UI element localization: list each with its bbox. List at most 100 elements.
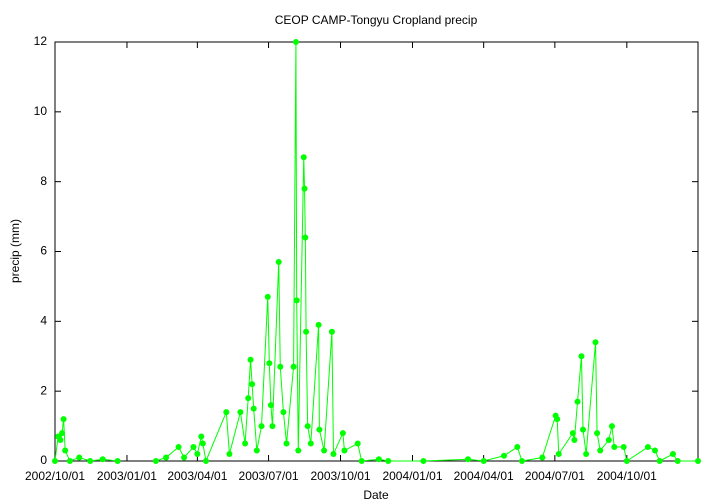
precip-point <box>303 328 310 335</box>
precip-point <box>307 440 314 447</box>
y-tick-label: 0 <box>40 453 47 467</box>
chart-title: CEOP CAMP-Tongyu Cropland precip <box>275 13 478 27</box>
y-tick-label: 10 <box>34 104 48 118</box>
precip-point <box>420 458 427 464</box>
x-axis-label: Date <box>363 488 389 502</box>
precip-point <box>190 444 197 451</box>
precip-point <box>247 356 254 363</box>
precip-point <box>597 447 604 454</box>
precip-point <box>223 409 230 416</box>
x-tick-label: 2003/04/01 <box>167 469 227 483</box>
precip-point <box>375 456 382 463</box>
precip-point <box>99 456 106 463</box>
precip-point <box>465 456 472 463</box>
y-tick-label: 12 <box>34 34 48 48</box>
precip-point <box>301 185 308 192</box>
x-tick-label: 2004/01/01 <box>382 469 442 483</box>
precip-point <box>328 328 335 335</box>
precip-point <box>52 458 58 464</box>
precip-point <box>569 430 576 437</box>
x-tick-label: 2004/04/01 <box>454 469 514 483</box>
precip-point <box>242 440 249 447</box>
precip-point <box>264 293 271 300</box>
precip-point <box>267 402 274 409</box>
precip-point <box>571 437 578 444</box>
precip-point <box>199 440 206 447</box>
precip-point <box>60 416 67 423</box>
precip-point <box>198 433 205 440</box>
x-tick-label: 2004/10/01 <box>597 469 657 483</box>
precip-point <box>290 363 297 370</box>
precip-point <box>316 426 323 433</box>
precip-point <box>574 398 581 405</box>
precip-line <box>155 41 698 463</box>
precip-point <box>669 451 676 458</box>
precip-point <box>66 458 73 464</box>
precip-point <box>59 430 66 437</box>
precip-point <box>237 409 244 416</box>
precip-point <box>292 39 299 45</box>
precip-point <box>152 458 159 464</box>
precip-point <box>480 458 487 464</box>
precip-point <box>501 452 508 459</box>
precip-point <box>605 437 612 444</box>
precip-point <box>514 444 521 451</box>
precip-point <box>226 451 233 458</box>
precip-point <box>249 381 256 388</box>
precip-point <box>253 447 260 454</box>
precip-point <box>258 423 265 430</box>
precip-point <box>277 363 284 370</box>
precip-point <box>623 458 630 464</box>
precip-point <box>275 258 282 265</box>
x-tick-label: 2004/07/01 <box>525 469 585 483</box>
x-tick-label: 2003/01/01 <box>97 469 157 483</box>
precip-point <box>578 353 585 360</box>
precip-point <box>644 444 651 451</box>
precip-point <box>592 339 599 346</box>
precip-point <box>341 447 348 454</box>
precip-point <box>202 458 209 464</box>
precip-point <box>608 423 615 430</box>
precip-point <box>283 440 290 447</box>
precip-point <box>76 454 83 461</box>
precip-point <box>651 447 658 454</box>
precip-point <box>269 423 276 430</box>
precip-point <box>656 458 663 464</box>
y-tick-label: 4 <box>40 314 47 328</box>
precip-line <box>54 419 118 462</box>
precip-point <box>385 458 392 464</box>
precip-point <box>304 423 311 430</box>
precip-point <box>302 234 309 241</box>
precip-point <box>280 409 287 416</box>
precip-point <box>339 430 346 437</box>
precip-point <box>293 297 300 304</box>
precip-point <box>354 440 361 447</box>
precip-point <box>250 405 257 412</box>
precip-point <box>266 360 273 367</box>
x-tick-label: 2003/10/01 <box>310 469 370 483</box>
x-tick-label: 2002/10/01 <box>25 469 85 483</box>
y-axis-label: precip (mm) <box>8 219 22 283</box>
precip-point <box>674 458 681 464</box>
precip-point <box>583 451 590 458</box>
precip-point <box>555 451 562 458</box>
precip-point <box>518 458 525 464</box>
y-tick-label: 8 <box>40 174 47 188</box>
precip-point <box>580 426 587 433</box>
precip-point <box>175 444 182 451</box>
precip-point <box>245 395 252 402</box>
precip-point <box>300 154 307 161</box>
precip-point <box>554 416 561 423</box>
precip-point <box>594 430 601 437</box>
precip-point <box>62 447 69 454</box>
y-tick-label: 6 <box>40 244 47 258</box>
precip-point <box>321 447 328 454</box>
precip-point <box>358 458 365 464</box>
plot-frame <box>54 41 699 462</box>
precip-point <box>163 454 170 461</box>
precip-point <box>87 458 94 464</box>
precip-point <box>330 451 337 458</box>
precip-point <box>57 437 64 444</box>
precip-point <box>695 458 701 464</box>
